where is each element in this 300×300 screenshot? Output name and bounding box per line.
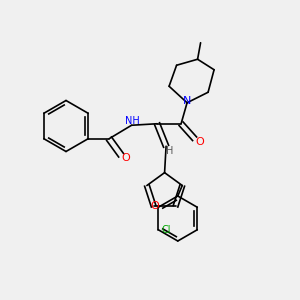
Text: O: O	[151, 201, 160, 211]
Text: N: N	[183, 96, 191, 106]
Text: O: O	[196, 137, 204, 147]
Text: H: H	[166, 146, 173, 156]
Text: Cl: Cl	[162, 225, 171, 235]
Text: O: O	[121, 153, 130, 163]
Text: NH: NH	[125, 116, 140, 126]
